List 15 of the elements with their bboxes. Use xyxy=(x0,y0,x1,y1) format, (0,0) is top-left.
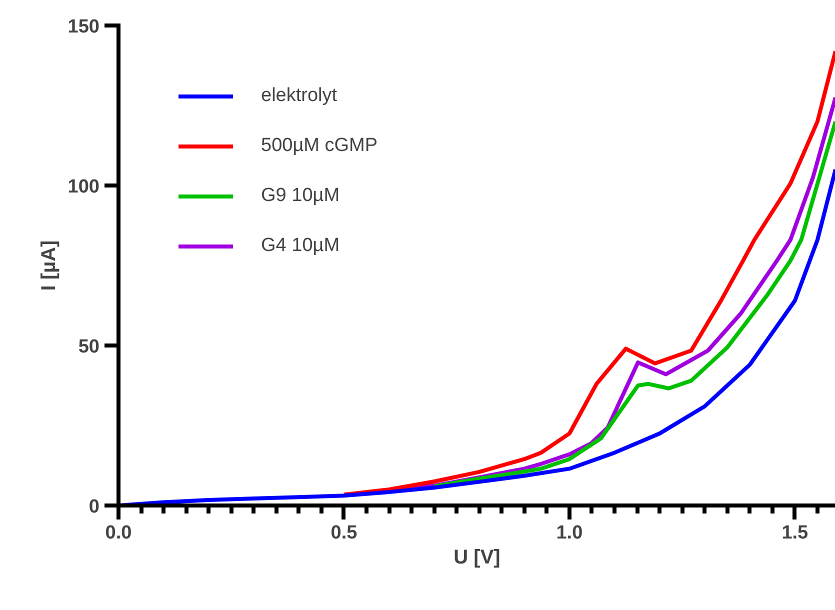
y-tick-label: 50 xyxy=(78,336,100,358)
legend-label: 500µM cGMP xyxy=(261,135,378,157)
legend-label: G9 10µM xyxy=(261,185,340,207)
y-axis-title: I [µA] xyxy=(38,240,60,291)
x-tick-label: 0.0 xyxy=(105,522,132,544)
legend-label: elektrolyt xyxy=(261,85,338,107)
x-tick-label: 1.0 xyxy=(556,522,583,544)
legend-label: G4 10µM xyxy=(261,235,340,257)
y-tick-label: 150 xyxy=(68,16,100,38)
line-series xyxy=(432,120,835,488)
y-tick-label: 100 xyxy=(68,176,100,198)
y-tick-label: 0 xyxy=(88,496,100,518)
x-axis-title: U [V] xyxy=(454,546,500,568)
x-tick-label: 1.5 xyxy=(782,522,809,544)
x-tick-label: 0.5 xyxy=(330,522,358,544)
